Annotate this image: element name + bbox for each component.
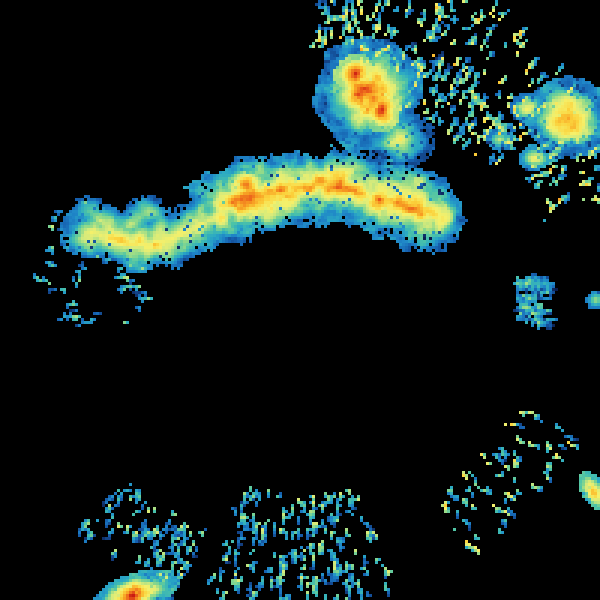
radar-reflectivity-canvas	[0, 0, 600, 600]
radar-display: Weather Radar Reflectivity PPI	[0, 0, 600, 600]
